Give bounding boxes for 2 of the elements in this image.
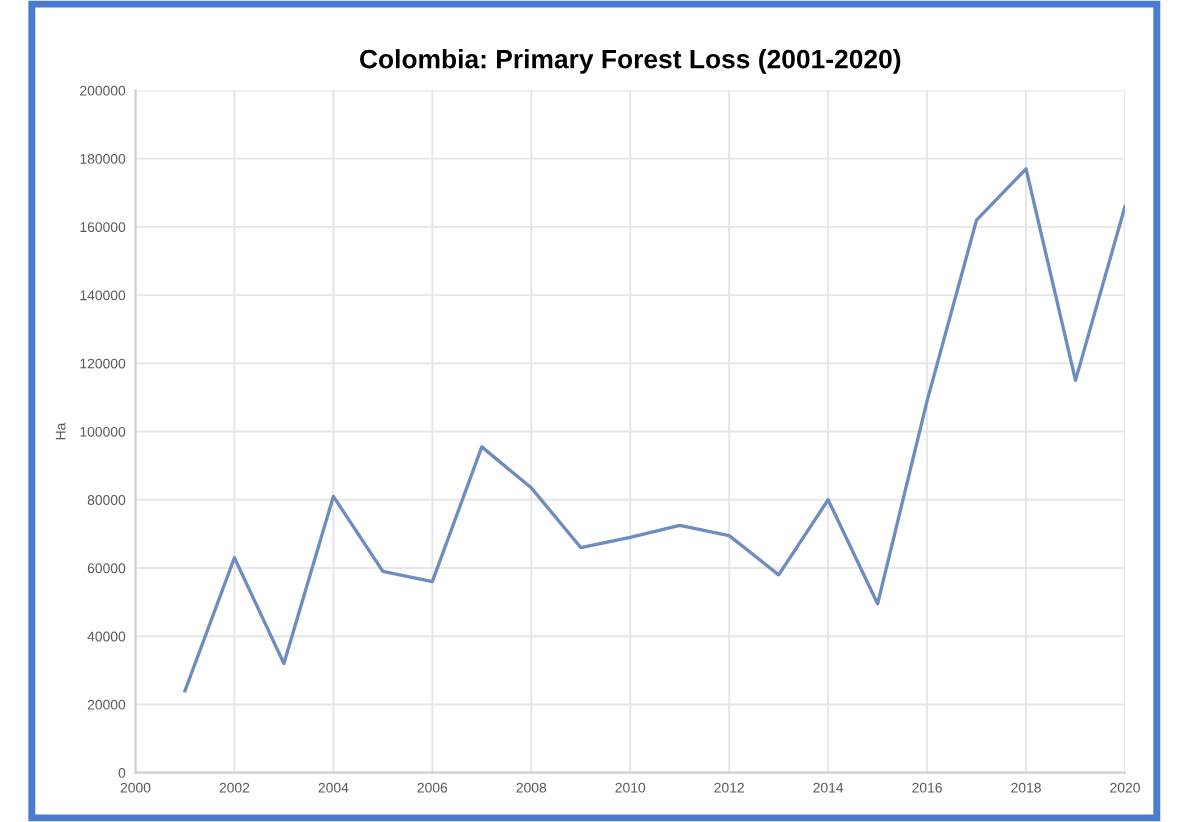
- chart-title: Colombia: Primary Forest Loss (2001-2020): [360, 49, 901, 74]
- line-series: [183, 167, 1125, 693]
